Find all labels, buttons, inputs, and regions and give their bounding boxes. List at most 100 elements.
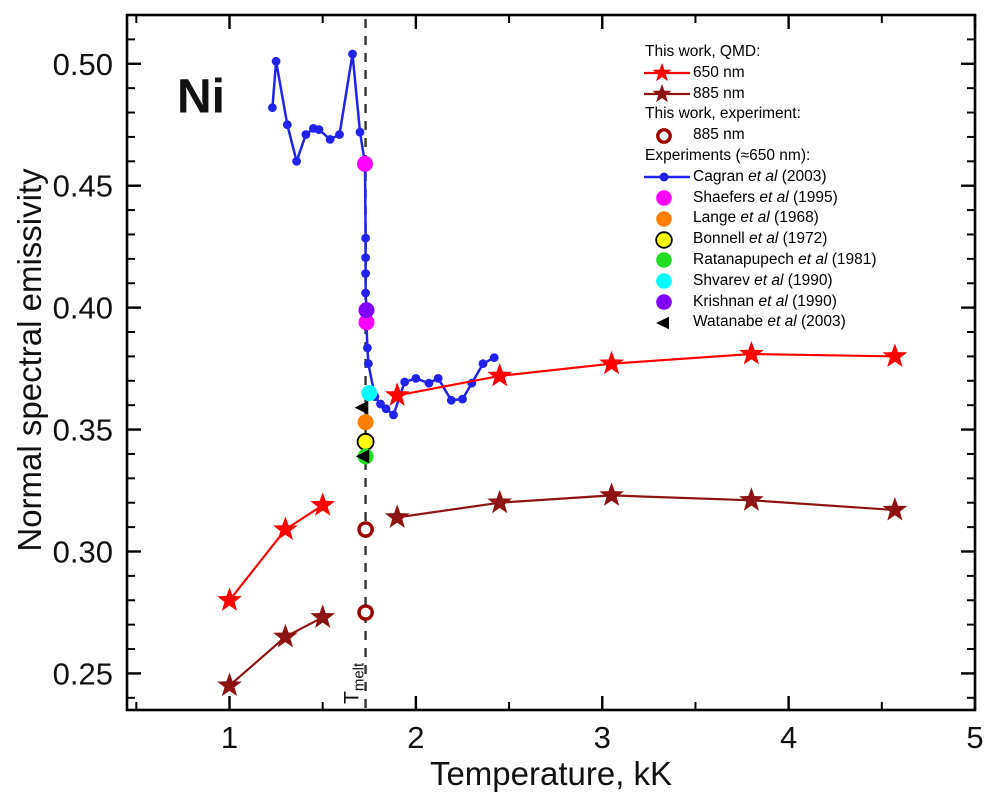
legend-header-text: This work, QMD: — [645, 43, 761, 60]
qmd-650-solid-marker — [217, 587, 242, 611]
legend-item-label: Cagran et al (2003) — [693, 167, 827, 185]
cagran-marker — [364, 359, 373, 369]
cagran-marker — [411, 374, 421, 383]
qmd-885-liquid-marker — [384, 504, 410, 528]
legend-icon — [643, 250, 691, 270]
x-tick-label: 5 — [966, 720, 983, 755]
cagran-marker — [361, 269, 370, 278]
qmd-650-liquid-marker — [384, 382, 410, 406]
legend-item-label: Krishnan et al (1990) — [693, 292, 837, 310]
cagran-marker — [424, 378, 434, 388]
cagran-marker — [446, 395, 456, 405]
cagran-marker — [268, 103, 277, 113]
cagran-marker — [478, 359, 488, 369]
cagran-marker — [335, 130, 344, 139]
qmd-885-liquid-marker — [599, 482, 624, 506]
lange-marker — [357, 414, 374, 431]
qmd-885-liquid-marker — [882, 497, 908, 521]
y-tick-label: 0.50 — [53, 47, 113, 82]
legend-header-text: Experiments (≈650 nm): — [645, 146, 811, 164]
series-qmd-650-liquid — [384, 341, 908, 406]
qmd-885-liquid-marker — [739, 487, 764, 511]
cagran-marker — [489, 353, 499, 362]
legend-item: Krishnan et al (1990) — [643, 292, 877, 313]
exp-885-marker — [357, 521, 374, 538]
legend-item-label: Watanabe et al (2003) — [693, 313, 846, 331]
legend-item-label: 885 nm — [693, 84, 745, 102]
cagran-marker — [400, 377, 410, 387]
legend-item: Watanabe et al (2003) — [643, 312, 877, 333]
legend-item-label: Ratanapupech et al (1981) — [693, 250, 877, 268]
cagran-marker — [314, 125, 324, 134]
legend-marker-circle — [656, 294, 672, 310]
x-tick-label: 1 — [221, 720, 238, 755]
y-tick-label: 0.45 — [53, 169, 113, 204]
legend-item-label: 650 nm — [693, 63, 745, 81]
series-krishnan — [358, 302, 375, 319]
y-tick-label: 0.35 — [53, 413, 113, 448]
cagran-marker — [361, 253, 370, 262]
legend: This work, QMD: 650 nm 885 nm This work, ex… — [643, 42, 877, 333]
qmd-650-solid-marker — [310, 492, 336, 516]
y-axis-title: Normal spectral emissivity — [11, 168, 48, 552]
legend-item-label: 885 nm — [693, 126, 745, 144]
y-tick-labels: 0.25 0.30 0.35 0.40 0.45 0.50 — [53, 47, 113, 692]
legend-item: Bonnell et al (1972) — [643, 229, 877, 250]
cagran-marker — [458, 394, 467, 404]
x-tick-labels: 1 2 3 4 5 — [221, 720, 984, 755]
legend-icon — [643, 292, 691, 312]
x-tick-label: 4 — [780, 720, 797, 755]
axis-ticks — [127, 14, 977, 710]
legend-icon — [643, 83, 691, 104]
x-tick-label: 2 — [407, 720, 424, 755]
qmd-885-liquid-marker — [487, 489, 513, 514]
element-symbol-annotation: Ni — [177, 70, 225, 124]
legend-item-label: Lange et al (1968) — [693, 209, 819, 227]
cagran-marker — [348, 49, 357, 59]
legend-item-label: Shaefers et al (1995) — [693, 188, 838, 206]
legend-marker-circle — [656, 273, 672, 289]
cagran-marker — [381, 404, 391, 414]
legend-item: Ratanapupech et al (1981) — [643, 250, 877, 271]
shaefers-marker — [357, 155, 373, 172]
y-tick-label: 0.25 — [53, 656, 113, 691]
legend-item: 885 nm — [643, 125, 877, 146]
series-exp-885 — [357, 521, 374, 621]
watanabe-marker — [354, 400, 369, 415]
krishnan-marker — [358, 302, 375, 319]
qmd-885-solid-marker — [310, 604, 336, 628]
series-shaefers — [357, 155, 375, 331]
legend-icon — [643, 188, 691, 208]
legend-icon — [643, 167, 691, 187]
exp-885-marker — [357, 604, 374, 621]
legend-header-text: This work, experiment: — [645, 105, 801, 123]
cagran-marker — [292, 156, 301, 166]
legend-item: Lange et al (1968) — [643, 208, 877, 229]
legend-item: Shaefers et al (1995) — [643, 188, 877, 209]
legend-item: Cagran et al (2003) — [643, 167, 877, 188]
series-qmd-885-solid — [217, 604, 336, 697]
qmd-885-solid-marker — [217, 672, 242, 697]
cagran-marker — [271, 56, 281, 66]
legend-marker-open-circle — [656, 127, 672, 144]
cagran-marker — [355, 127, 365, 137]
legend-header: This work, QMD: — [643, 42, 877, 63]
cagran-marker — [361, 288, 370, 298]
series-shvarev — [361, 385, 378, 401]
legend-icon — [643, 230, 691, 250]
x-tick-label: 3 — [594, 720, 611, 755]
qmd-650-solid-marker — [273, 516, 298, 541]
legend-header: Experiments (≈650 nm): — [643, 146, 877, 167]
series-bonnell — [356, 432, 375, 451]
cagran-marker — [433, 374, 443, 383]
watanabe-marker — [355, 449, 370, 464]
legend-item-label: Bonnell et al (1972) — [693, 230, 828, 248]
cagran-marker — [389, 410, 398, 420]
legend-item: Shvarev et al (1990) — [643, 271, 877, 292]
legend-marker-circle — [656, 252, 672, 269]
series-qmd-650-solid — [217, 492, 336, 611]
cagran-marker — [325, 135, 335, 144]
cagran-marker — [282, 120, 292, 130]
y-tick-label: 0.40 — [53, 291, 113, 326]
shvarev-marker — [361, 385, 378, 401]
